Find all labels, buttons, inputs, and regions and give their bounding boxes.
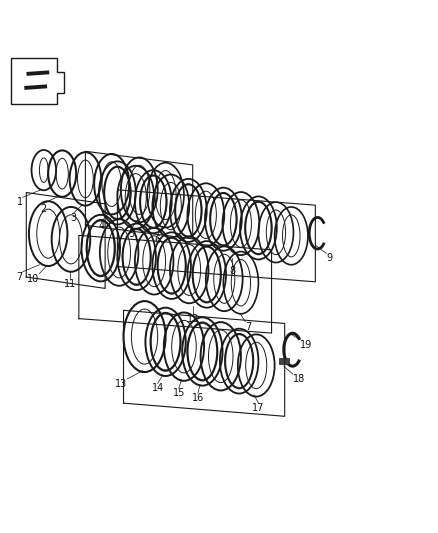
Text: 12: 12 xyxy=(187,314,199,324)
Text: 2: 2 xyxy=(40,204,46,214)
Text: 7: 7 xyxy=(245,322,251,332)
Text: 9: 9 xyxy=(326,253,332,263)
Text: 15: 15 xyxy=(173,388,185,398)
Text: 16: 16 xyxy=(192,393,204,403)
Text: 8: 8 xyxy=(229,266,235,277)
Text: 4: 4 xyxy=(99,221,105,231)
Text: 10: 10 xyxy=(27,273,39,284)
Text: 17: 17 xyxy=(252,403,265,413)
Text: 6: 6 xyxy=(155,235,161,245)
Text: 3: 3 xyxy=(71,213,77,223)
Text: 7: 7 xyxy=(17,272,23,282)
Bar xyxy=(279,359,289,364)
Text: 19: 19 xyxy=(300,340,312,350)
Text: 11: 11 xyxy=(64,279,76,289)
Text: 1: 1 xyxy=(17,197,23,207)
Text: 13: 13 xyxy=(115,379,127,389)
Text: 14: 14 xyxy=(152,383,164,393)
Text: 5: 5 xyxy=(128,229,134,239)
Text: 18: 18 xyxy=(293,374,305,384)
